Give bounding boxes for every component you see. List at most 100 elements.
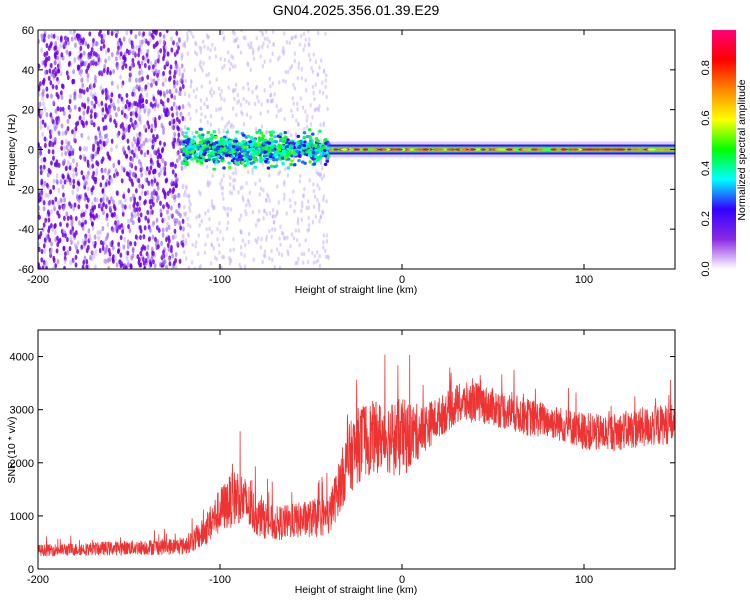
heatmap-cell [185, 31, 189, 37]
heatmap-cell [212, 129, 217, 134]
heatmap-cell [238, 142, 242, 146]
heatmap-cell [99, 182, 103, 188]
heatmap-cell [303, 161, 307, 165]
heatmap-cell [221, 185, 225, 191]
heatmap-cell [148, 227, 152, 233]
heatmap-cell [220, 116, 224, 121]
heatmap-cell [53, 136, 57, 143]
heatmap-cell [176, 240, 179, 247]
heatmap-cell [58, 60, 62, 66]
heatmap-cell [245, 99, 248, 104]
heatmap-cell [171, 161, 175, 168]
heatmap-cell [190, 78, 193, 84]
heatmap-cell [154, 80, 158, 86]
heatmap-cell [246, 134, 251, 138]
heatmap-cell [261, 134, 265, 138]
heatmap-cell [82, 211, 86, 218]
heatmap-cell [51, 266, 55, 269]
heatmap-cell [69, 236, 73, 242]
heatmap-cell [100, 100, 104, 107]
heatmap-cell [208, 226, 211, 232]
heatmap-cell [80, 132, 84, 139]
heatmap-cell [80, 88, 84, 94]
heatmap-cell [181, 72, 185, 78]
heatmap-cell [110, 138, 114, 144]
heatmap-cell [133, 200, 137, 206]
heatmap-cell [305, 150, 309, 154]
heatmap-cell [290, 132, 293, 138]
heatmap-cell [41, 88, 45, 94]
heatmap-cell [278, 80, 281, 85]
heatmap-cell [147, 40, 150, 46]
heatmap-cell [41, 101, 45, 107]
heatmap-cell [123, 204, 127, 210]
heatmap-cell [214, 157, 219, 161]
heatmap-cell [153, 149, 156, 155]
heatmap-cell [158, 39, 162, 45]
heatmap-cell [143, 37, 147, 43]
heatmap-cell [203, 101, 206, 107]
heatmap-cell [285, 144, 290, 149]
heatmap-cell [269, 133, 274, 137]
heatmap-cell [446, 148, 453, 151]
heatmap-cell [248, 155, 253, 160]
heatmap-cell [292, 82, 295, 88]
heatmap-cell [230, 159, 235, 163]
heatmap-cell [253, 101, 257, 107]
heatmap-cell [140, 39, 144, 45]
heatmap-cell [72, 178, 76, 184]
heatmap-cell [47, 45, 51, 51]
heatmap-cell [57, 187, 61, 194]
heatmap-cell [86, 87, 89, 93]
snr-x-tick-label: 0 [399, 574, 405, 586]
heatmap-cell [121, 229, 125, 235]
heatmap-cell [123, 51, 127, 57]
heatmap-cell [50, 33, 54, 39]
heatmap-cell [68, 245, 72, 252]
heatmap-cell [117, 106, 120, 112]
heatmap-cell [41, 131, 45, 138]
heatmap-cell [57, 117, 61, 124]
heatmap-cell [271, 130, 275, 134]
heatmap-cell [156, 239, 160, 245]
snr-x-tick-label: 100 [575, 574, 593, 586]
heatmap-cell [263, 59, 266, 64]
heatmap-cell [304, 109, 307, 114]
heatmap-cell [262, 41, 265, 46]
heatmap-cell [114, 122, 118, 129]
heatmap-cell [211, 205, 215, 211]
heatmap-cell [292, 236, 296, 241]
heatmap-cell [283, 116, 286, 122]
heatmap-cell [309, 103, 312, 108]
heatmap-cell [163, 160, 167, 166]
heatmap-cell [79, 57, 83, 64]
heatmap-cell [166, 51, 170, 57]
heatmap-cell [149, 210, 153, 216]
heatmap-cell [136, 254, 140, 260]
heatmap-cell [149, 137, 152, 143]
heatmap-cell [204, 211, 207, 216]
heatmap-cell [41, 119, 45, 125]
heatmap-cell [174, 233, 177, 240]
heatmap-cell [423, 148, 430, 151]
heatmap-cell [266, 166, 271, 170]
heatmap-cell [227, 206, 230, 211]
heatmap-cell [52, 184, 56, 190]
heatmap-cell [78, 93, 81, 99]
heatmap-cell [209, 261, 213, 266]
heatmap-cell [259, 155, 263, 160]
heatmap-cell [39, 124, 43, 131]
heatmap-cell [165, 226, 169, 233]
heatmap-cell [156, 185, 160, 191]
heatmap-cell [198, 140, 203, 144]
heatmap-cell [91, 58, 95, 65]
heatmap-cell [208, 80, 212, 85]
heatmap-cell [184, 238, 188, 243]
heatmap-cell [302, 143, 307, 148]
heatmap-cell [188, 103, 192, 109]
heatmap-cell [198, 45, 201, 51]
heatmap-cell [86, 96, 90, 102]
heatmap-cell [104, 49, 108, 55]
heatmap-cell [286, 166, 291, 170]
heatmap-cell [281, 78, 285, 83]
